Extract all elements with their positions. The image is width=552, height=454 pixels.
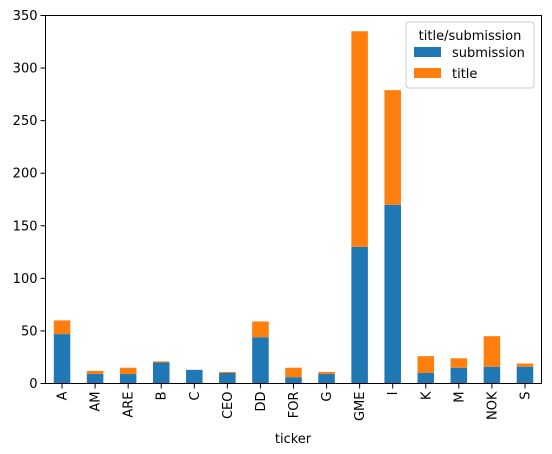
x-tick-label: AM xyxy=(89,392,104,412)
bar-title-GME xyxy=(351,31,368,247)
x-tick-label: M xyxy=(452,392,467,403)
bar-title-FOR xyxy=(285,367,302,378)
x-tick-label: DD xyxy=(254,392,269,412)
plot-frame xyxy=(45,15,542,384)
bar-submission-CEO xyxy=(219,372,236,384)
bar-title-NOK xyxy=(483,336,501,367)
bar-title-I xyxy=(384,90,401,205)
bar-submission-NOK xyxy=(483,366,501,384)
bar-title-K xyxy=(417,356,435,373)
bar-title-DD xyxy=(252,321,269,338)
y-tick-label: 100 xyxy=(13,272,38,287)
bar-submission-B xyxy=(152,362,170,384)
x-axis: A AM ARE B C CEO DD FOR G GME I K M NOK S xyxy=(56,383,533,422)
y-tick-label: 150 xyxy=(13,219,38,234)
bar-submission-AM xyxy=(86,374,104,384)
x-tick-label: I xyxy=(386,392,401,396)
bar-submission-DD xyxy=(252,337,269,384)
x-tick-label: ARE xyxy=(122,392,137,418)
bar-submission-K xyxy=(417,372,435,384)
x-tick-label: K xyxy=(419,391,434,400)
x-tick-label: CEO xyxy=(221,392,236,420)
bar-submission-G xyxy=(318,374,335,384)
bar-submission-GME xyxy=(351,246,368,384)
legend-label-title: title xyxy=(452,67,477,82)
y-tick-label: 350 xyxy=(13,9,38,24)
bar-title-S xyxy=(516,363,534,367)
x-tick-label: B xyxy=(155,392,170,401)
legend-swatch-submission xyxy=(414,47,441,57)
bar-title-A xyxy=(53,320,71,335)
x-axis-title: ticker xyxy=(275,432,312,447)
bar-title-ARE xyxy=(119,367,137,375)
bar-submission-FOR xyxy=(285,377,302,384)
bar-submission-M xyxy=(450,367,468,384)
y-tick-label: 300 xyxy=(13,62,38,77)
y-axis: 0 50 100 150 200 250 300 350 xyxy=(13,9,46,392)
legend-swatch-title xyxy=(414,68,441,78)
x-tick-label: C xyxy=(188,392,203,401)
x-tick-label: A xyxy=(56,391,71,400)
bar-title-M xyxy=(450,358,468,368)
x-tick-label: G xyxy=(320,392,335,402)
bar-submission-I xyxy=(384,204,401,384)
y-tick-label: 0 xyxy=(29,377,37,392)
y-tick-label: 250 xyxy=(13,114,38,129)
bar-title-AM xyxy=(86,370,104,375)
bar-submission-ARE xyxy=(119,374,137,384)
legend: title/submission submission title xyxy=(405,21,535,89)
legend-label-submission: submission xyxy=(452,46,525,61)
y-tick-label: 50 xyxy=(21,324,38,339)
bar-submission-S xyxy=(516,366,534,384)
bar-title-B xyxy=(152,361,170,363)
x-tick-label: S xyxy=(518,392,533,400)
bar-submission-C xyxy=(186,369,203,384)
x-tick-label: FOR xyxy=(287,392,302,419)
y-tick-label: 200 xyxy=(13,167,38,182)
x-tick-label: NOK xyxy=(485,391,500,420)
bar-title-G xyxy=(318,371,335,375)
bar-group xyxy=(53,31,534,384)
bar-submission-A xyxy=(53,334,71,384)
bar-title-CEO xyxy=(219,371,236,373)
legend-title: title/submission xyxy=(419,29,522,44)
x-tick-label: GME xyxy=(353,392,368,422)
